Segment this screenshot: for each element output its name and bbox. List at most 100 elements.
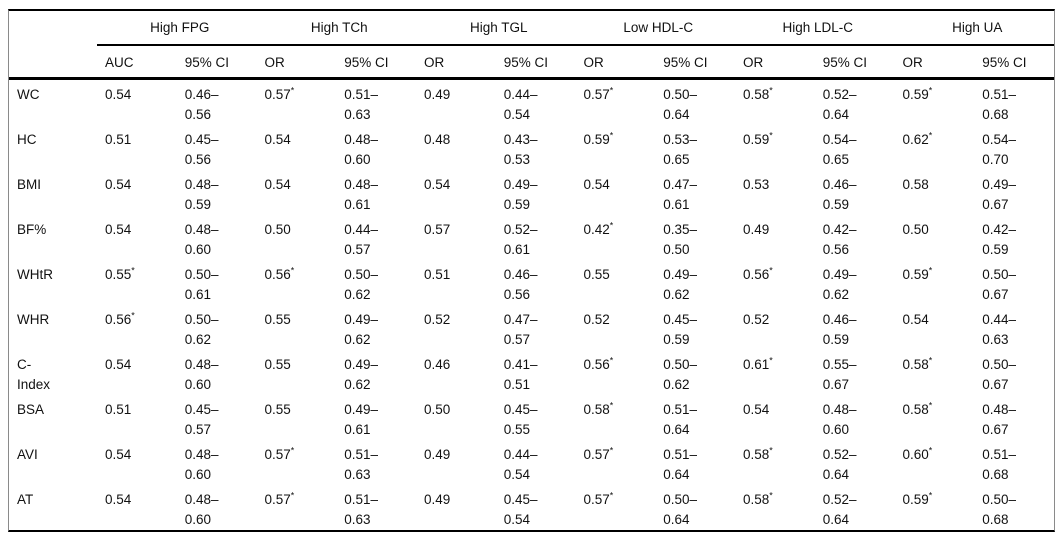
ci-range-start: 0.48– bbox=[344, 131, 379, 147]
value-cell: 0.50 bbox=[895, 215, 975, 260]
value-cell: 0.54 bbox=[97, 485, 177, 530]
value-text: 0.57 bbox=[583, 446, 610, 462]
ci-range-start: 0.52– bbox=[822, 446, 857, 462]
ci-range-end: 0.62 bbox=[822, 286, 850, 302]
ci-range-end: 0.64 bbox=[663, 106, 690, 122]
value-cell: 0.49 bbox=[735, 215, 815, 260]
significance-asterisk: * bbox=[769, 355, 773, 365]
ci-range-end: 0.59 bbox=[982, 241, 1009, 257]
ci-range-end: 0.56 bbox=[503, 286, 531, 302]
ci-cell: 0.51– 0.68 bbox=[974, 78, 1054, 125]
value-text: 0.49 bbox=[424, 86, 451, 102]
value-cell: 0.54 bbox=[97, 170, 177, 215]
ci-range-end: 0.53 bbox=[503, 151, 531, 167]
results-table: High FPG High TCh High TGL Low HDL-C High LD… bbox=[9, 11, 1054, 530]
ci-range-start: 0.51– bbox=[344, 491, 379, 507]
ci-range-end: 0.65 bbox=[822, 151, 850, 167]
ci-range-end: 0.68 bbox=[982, 466, 1009, 482]
ci-range-end: 0.61 bbox=[503, 241, 531, 257]
ci-range-start: 0.48– bbox=[184, 176, 219, 192]
value-text: 0.54 bbox=[105, 356, 132, 372]
ci-range-end: 0.63 bbox=[344, 106, 371, 122]
value-cell: 0.57* bbox=[257, 485, 337, 530]
row-label: WHtR bbox=[17, 266, 53, 282]
ci-cell: 0.44– 0.54 bbox=[496, 440, 576, 485]
value-cell: 0.58* bbox=[895, 350, 975, 395]
value-text: 0.46 bbox=[424, 356, 451, 372]
ci-range-start: 0.51– bbox=[663, 401, 698, 417]
ci-range-end: 0.56 bbox=[184, 151, 212, 167]
ci-range-end: 0.60 bbox=[184, 376, 212, 392]
ci-range-start: 0.50– bbox=[184, 311, 219, 327]
value-cell: 0.57* bbox=[576, 485, 656, 530]
ci-range-end: 0.60 bbox=[184, 511, 212, 527]
significance-asterisk: * bbox=[290, 490, 295, 500]
significance-asterisk: * bbox=[769, 85, 773, 95]
value-cell: 0.62* bbox=[895, 125, 975, 170]
ci-range-end: 0.56 bbox=[184, 106, 212, 122]
ci-range-end: 0.64 bbox=[663, 511, 690, 527]
ci-cell: 0.51– 0.63 bbox=[336, 485, 416, 530]
value-cell: 0.60* bbox=[895, 440, 975, 485]
value-text: 0.55 bbox=[583, 266, 610, 282]
value-cell: 0.54 bbox=[97, 440, 177, 485]
table-row: AT 0.54 0.48– 0.60 0.57* 0.51– 0.63 0.49 0.45– 0.… bbox=[9, 485, 1054, 530]
row-label: AT bbox=[17, 491, 34, 507]
value-text: 0.59 bbox=[902, 86, 929, 102]
corner-cell bbox=[9, 45, 97, 80]
ci-range-start: 0.50– bbox=[663, 491, 698, 507]
value-cell: 0.59* bbox=[895, 260, 975, 305]
ci-range-end: 0.67 bbox=[982, 286, 1009, 302]
ci-range-start: 0.47– bbox=[503, 311, 538, 327]
significance-asterisk: * bbox=[609, 220, 614, 230]
value-cell: 0.59* bbox=[735, 125, 815, 170]
ci-cell: 0.42– 0.59 bbox=[974, 215, 1054, 260]
value-text: 0.52 bbox=[743, 311, 770, 327]
ci-range-start: 0.46– bbox=[503, 266, 538, 282]
group-header-high-ldl-c: High LDL-C bbox=[735, 11, 895, 46]
ci-cell: 0.54– 0.70 bbox=[974, 125, 1054, 170]
ci-range-start: 0.48– bbox=[184, 356, 219, 372]
ci-cell: 0.35– 0.50 bbox=[655, 215, 735, 260]
value-cell: 0.58 bbox=[895, 170, 975, 215]
sub-header-row: AUC 95% CI OR 95% CI OR 95% CI OR 95% CI OR 95% C… bbox=[9, 45, 1054, 80]
ci-range-end: 0.57 bbox=[184, 421, 212, 437]
ci-range-start: 0.50– bbox=[184, 266, 219, 282]
value-text: 0.51 bbox=[105, 131, 132, 147]
value-text: 0.59 bbox=[743, 131, 770, 147]
ci-range-end: 0.67 bbox=[982, 196, 1009, 212]
ci-cell: 0.48– 0.60 bbox=[336, 125, 416, 170]
ci-range-start: 0.46– bbox=[822, 311, 857, 327]
value-cell: 0.57* bbox=[576, 78, 656, 125]
ci-cell: 0.46– 0.59 bbox=[815, 170, 895, 215]
ci-range-start: 0.48– bbox=[184, 491, 219, 507]
ci-range-end: 0.61 bbox=[344, 421, 371, 437]
value-cell: 0.59* bbox=[895, 78, 975, 125]
ci-range-end: 0.64 bbox=[822, 466, 850, 482]
group-header-high-tgl: High TGL bbox=[416, 11, 576, 46]
ci-cell: 0.48– 0.60 bbox=[815, 395, 895, 440]
value-text: 0.54 bbox=[424, 176, 451, 192]
value-text: 0.57 bbox=[583, 491, 610, 507]
ci-range-end: 0.60 bbox=[184, 466, 212, 482]
table-row: BMI 0.54 0.48– 0.59 0.54 0.48– 0.61 0.54 0.49– 0.… bbox=[9, 170, 1054, 215]
significance-asterisk: * bbox=[290, 265, 295, 275]
ci-range-end: 0.63 bbox=[982, 331, 1009, 347]
value-cell: 0.51 bbox=[97, 395, 177, 440]
table-body: WC 0.54 0.46– 0.56 0.57* 0.51– 0.63 0.49 0.44– 0.… bbox=[9, 78, 1054, 530]
value-text: 0.58 bbox=[743, 86, 770, 102]
significance-asterisk: * bbox=[609, 490, 614, 500]
value-cell: 0.56* bbox=[576, 350, 656, 395]
value-text: 0.54 bbox=[264, 131, 291, 147]
ci-range-start: 0.51– bbox=[982, 446, 1017, 462]
ci-cell: 0.51– 0.63 bbox=[336, 440, 416, 485]
ci-range-end: 0.62 bbox=[663, 286, 690, 302]
table-row: WHtR 0.55* 0.50– 0.61 0.56* 0.50– 0.62 0.51 0.46… bbox=[9, 260, 1054, 305]
ci-range-start: 0.45– bbox=[663, 311, 698, 327]
value-text: 0.52 bbox=[583, 311, 610, 327]
ci-cell: 0.45– 0.57 bbox=[177, 395, 257, 440]
ci-range-start: 0.46– bbox=[184, 86, 219, 102]
ci-range-end: 0.54 bbox=[503, 466, 531, 482]
ci-range-end: 0.64 bbox=[663, 421, 690, 437]
value-cell: 0.50 bbox=[257, 215, 337, 260]
